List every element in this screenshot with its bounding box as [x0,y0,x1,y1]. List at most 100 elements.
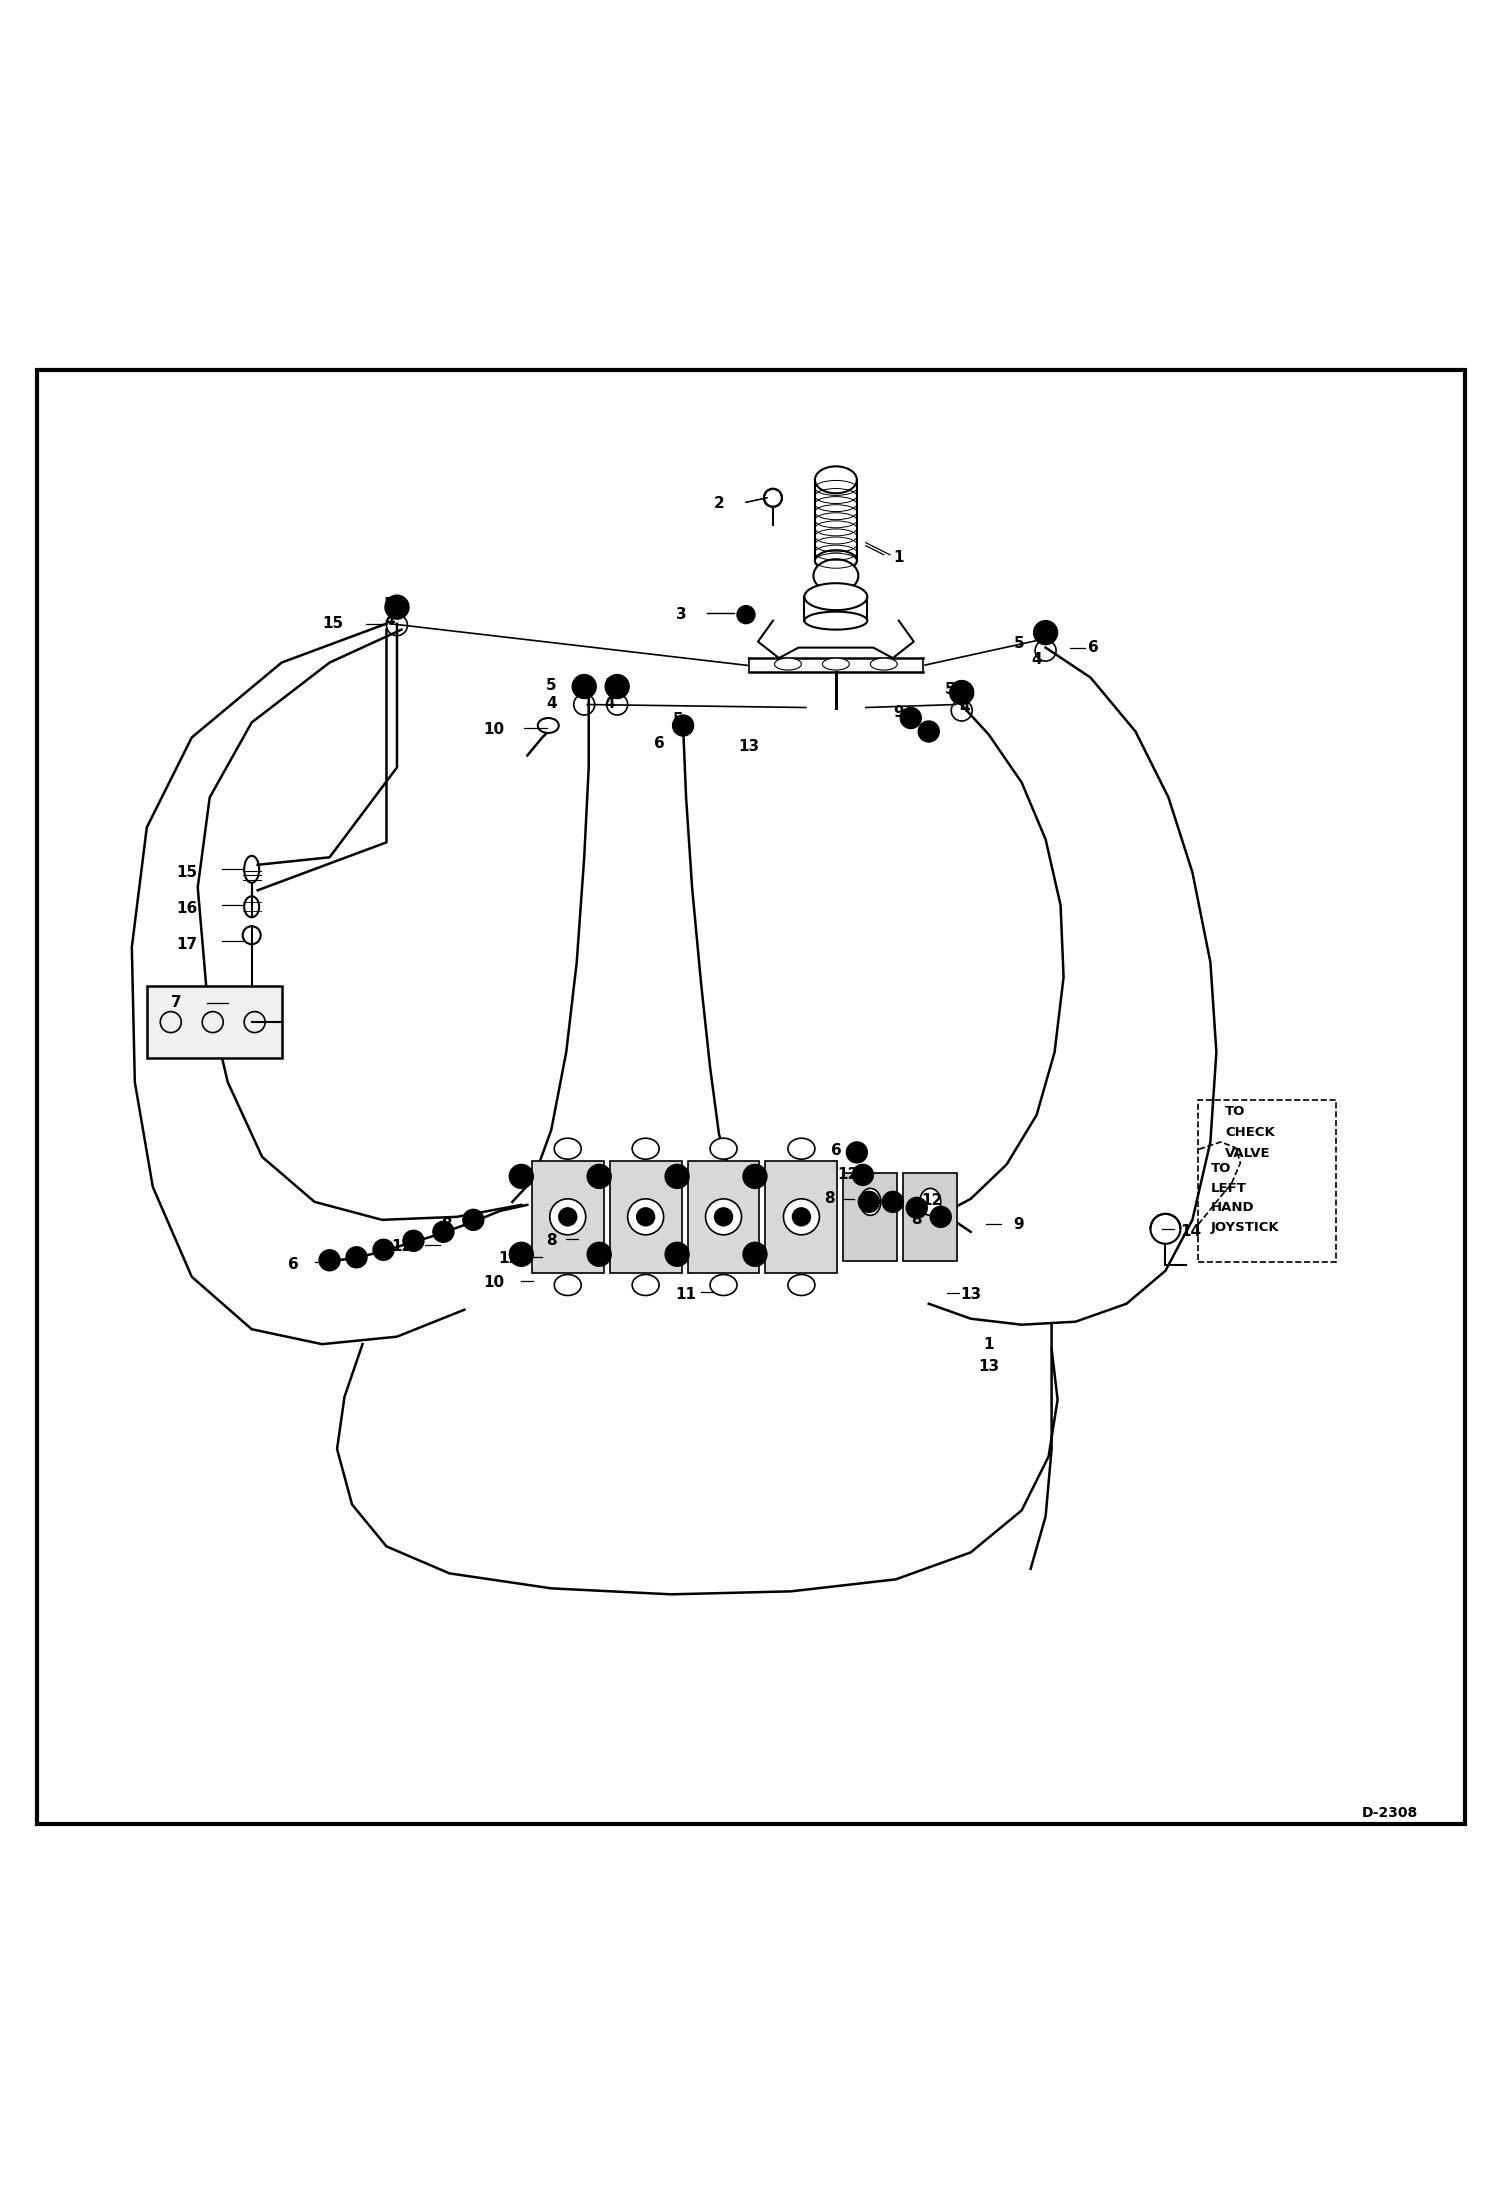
Bar [688,1161,759,1273]
Text: 6: 6 [1088,641,1100,656]
Text: 12: 12 [837,1167,858,1183]
Text: 4: 4 [1031,652,1043,667]
Circle shape [550,1198,586,1235]
Text: 15: 15 [322,617,343,632]
Circle shape [1034,621,1058,645]
Polygon shape [749,658,923,671]
Text: 5: 5 [545,678,557,693]
Circle shape [743,1242,767,1266]
Text: 5: 5 [944,682,956,698]
Circle shape [587,1242,611,1266]
Bar [765,1161,837,1273]
Circle shape [792,1209,810,1226]
Circle shape [846,1141,867,1163]
Text: 6: 6 [653,735,665,750]
Text: 9: 9 [1013,1218,1025,1231]
Text: 11: 11 [676,1288,697,1303]
Ellipse shape [822,658,849,669]
Circle shape [950,680,974,704]
Ellipse shape [632,1275,659,1294]
Text: HAND: HAND [1210,1202,1254,1213]
Text: 2: 2 [713,496,725,511]
Circle shape [559,1209,577,1226]
Circle shape [715,1209,733,1226]
Text: 4: 4 [604,695,616,711]
Circle shape [319,1251,340,1270]
Text: 5: 5 [673,713,685,726]
Ellipse shape [788,1139,815,1158]
Text: 8: 8 [440,1218,452,1231]
Text: 9: 9 [893,704,905,720]
Circle shape [882,1191,903,1213]
Circle shape [509,1242,533,1266]
Circle shape [743,1165,767,1189]
Text: 12: 12 [921,1194,942,1209]
Ellipse shape [860,1189,881,1215]
Circle shape [346,1246,367,1268]
Text: 10: 10 [484,1275,505,1290]
Text: 8: 8 [824,1191,836,1207]
Text: 14: 14 [1180,1224,1201,1240]
Text: 4: 4 [545,695,557,711]
Ellipse shape [804,612,867,630]
Text: 16: 16 [177,902,198,915]
Bar [903,1172,957,1262]
Text: 8: 8 [545,1233,557,1248]
Text: 10: 10 [484,722,505,737]
Circle shape [852,1165,873,1185]
Circle shape [605,674,629,698]
Ellipse shape [815,467,857,494]
Text: 15: 15 [177,864,198,880]
Text: JOYSTICK: JOYSTICK [1210,1220,1279,1233]
Ellipse shape [710,1275,737,1294]
Text: 5: 5 [604,678,616,693]
Ellipse shape [920,1189,941,1215]
Text: 17: 17 [177,937,198,952]
Circle shape [783,1198,819,1235]
Text: VALVE: VALVE [1225,1147,1270,1161]
Text: LEFT: LEFT [1210,1183,1246,1196]
Ellipse shape [632,1139,659,1158]
Text: 5: 5 [1013,636,1025,652]
Ellipse shape [554,1275,581,1294]
Ellipse shape [554,1139,581,1158]
Text: 13: 13 [960,1288,981,1303]
Ellipse shape [788,1275,815,1294]
Text: 6: 6 [288,1257,300,1273]
Text: 13: 13 [978,1358,999,1373]
Circle shape [385,595,409,619]
Text: 6: 6 [830,1143,842,1158]
Ellipse shape [870,658,897,669]
Bar [1198,1099,1336,1262]
Circle shape [706,1198,742,1235]
Circle shape [373,1240,394,1259]
Bar [610,1161,682,1273]
Circle shape [628,1198,664,1235]
Ellipse shape [804,584,867,610]
Text: 13: 13 [739,739,759,755]
Text: 5: 5 [383,597,395,612]
Text: CHECK: CHECK [1225,1126,1275,1139]
Ellipse shape [815,551,857,570]
Text: 1: 1 [983,1336,995,1352]
Circle shape [587,1165,611,1189]
Circle shape [433,1222,454,1242]
Text: 12: 12 [391,1240,412,1255]
Polygon shape [873,621,914,658]
Bar [147,985,282,1058]
Ellipse shape [813,559,858,592]
Circle shape [858,1191,879,1213]
Text: 12: 12 [499,1251,520,1266]
Circle shape [930,1207,951,1226]
Circle shape [463,1209,484,1231]
Circle shape [637,1209,655,1226]
Text: 7: 7 [171,996,183,1009]
Circle shape [673,715,694,735]
Ellipse shape [710,1139,737,1158]
Text: 4: 4 [383,612,395,627]
Circle shape [737,606,755,623]
Text: TO: TO [1225,1106,1246,1119]
Circle shape [900,706,921,728]
Bar [843,1172,897,1262]
Ellipse shape [774,658,801,669]
